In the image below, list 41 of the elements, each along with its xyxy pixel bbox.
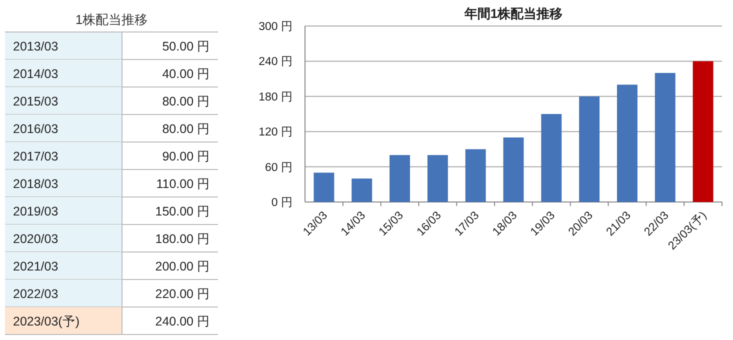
text: 110.00 円 — [156, 176, 210, 191]
text: 2021/03 — [13, 259, 58, 274]
y-tick-label: 0 円 — [271, 196, 293, 209]
text: 220.00 円 — [155, 286, 210, 301]
text: 2015/03 — [13, 94, 58, 108]
text: 2013/03 — [13, 39, 58, 54]
text: 240.00 円 — [155, 314, 210, 328]
text: 1株配当推移 — [75, 12, 148, 27]
bar — [692, 61, 714, 202]
bar — [427, 155, 448, 202]
text: 2023/03(予) — [13, 314, 80, 328]
y-tick-label: 240 円 — [258, 55, 293, 68]
text: 80.00 円 — [162, 94, 210, 108]
y-tick-label: 120 円 — [258, 126, 293, 139]
text: 2014/03 — [13, 66, 58, 81]
text: 2016/03 — [13, 122, 58, 136]
bar — [352, 178, 372, 202]
bar — [465, 149, 486, 202]
chart-title: 年間1株配当推移 — [463, 6, 563, 21]
y-tick-label: 60 円 — [265, 160, 293, 174]
bar — [654, 72, 676, 202]
text: 40.00 円 — [162, 66, 210, 81]
text: 2020/03 — [13, 232, 58, 246]
bar — [541, 114, 562, 202]
bar — [579, 96, 600, 202]
y-tick-label: 180 円 — [258, 90, 293, 104]
bar — [314, 172, 334, 202]
text: 2018/03 — [13, 176, 58, 191]
text: 200.00 円 — [155, 259, 210, 274]
bar — [616, 84, 638, 202]
bar — [503, 137, 524, 202]
y-tick-label: 300 円 — [258, 20, 293, 33]
text: 90.00 円 — [162, 149, 210, 164]
text: 150.00 円 — [155, 204, 210, 218]
text: 80.00 円 — [162, 122, 210, 136]
text: 2019/03 — [13, 204, 58, 218]
bar — [390, 155, 410, 202]
text: 2017/03 — [13, 149, 58, 164]
text: 2022/03 — [13, 286, 58, 301]
text: 50.00 円 — [162, 39, 210, 54]
text: 180.00 円 — [155, 232, 210, 246]
